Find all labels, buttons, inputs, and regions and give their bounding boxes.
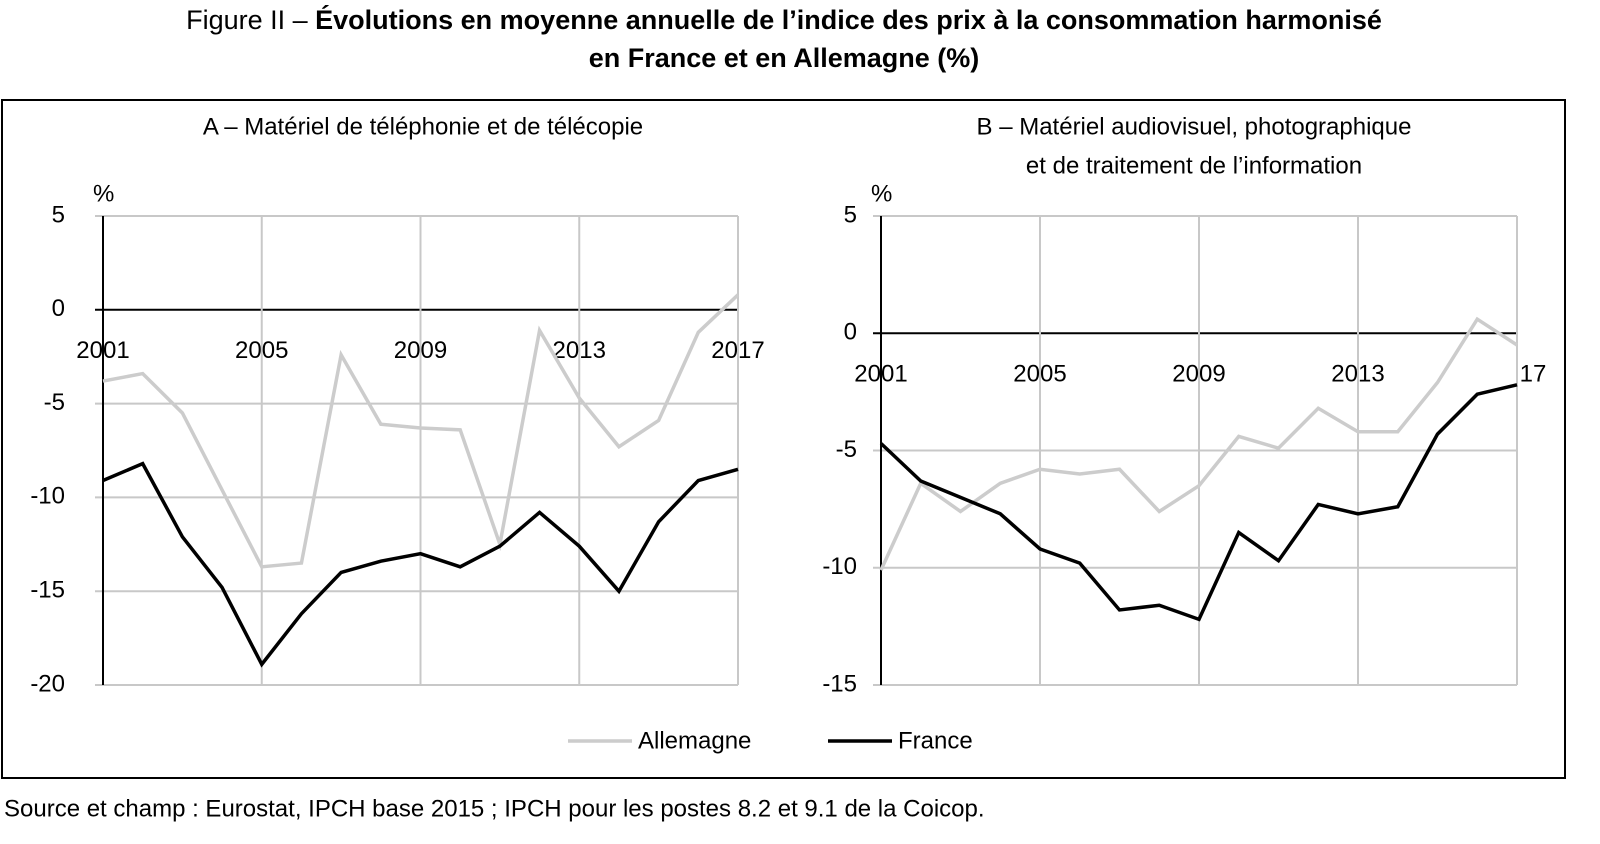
y-tick-label: 0 xyxy=(52,295,65,322)
y-tick-label: 5 xyxy=(844,201,857,228)
title-line: Évolutions en moyenne annuelle de l’indi… xyxy=(315,4,1382,35)
figure-title: Figure II – Évolutions en moyenne annuel… xyxy=(186,4,1382,35)
x-tick-label: 2005 xyxy=(1013,361,1066,388)
frame xyxy=(1,99,1566,779)
y-tick-label: -20 xyxy=(30,670,65,697)
x-tick-label: 2013 xyxy=(1331,361,1384,388)
y-tick-label: -5 xyxy=(44,389,65,416)
y-tick-label: 0 xyxy=(844,319,857,346)
panel-title: et de traitement de l’information xyxy=(1026,152,1362,179)
legend-label: Allemagne xyxy=(638,727,751,754)
x-tick-label: 2017 xyxy=(711,337,764,364)
x-tick-label: 2005 xyxy=(235,337,288,364)
x-tick-label: 2013 xyxy=(553,337,606,364)
x-tick-label: 2009 xyxy=(394,337,447,364)
panel-title: B – Matériel audiovisuel, photographique xyxy=(977,113,1412,140)
title-line: en France et en Allemagne (%) xyxy=(589,43,980,73)
series-line: France xyxy=(879,383,1518,622)
y-tick-label: -5 xyxy=(836,436,857,463)
y-tick-label: -15 xyxy=(30,577,65,604)
series-line: France xyxy=(102,461,739,668)
series-line: Allemagne xyxy=(102,293,740,569)
series-line: Allemagne xyxy=(879,316,1518,571)
title-prefix: Figure II – xyxy=(186,5,308,35)
x-tick-label: 2009 xyxy=(1172,361,1225,388)
y-unit: % xyxy=(871,180,892,207)
legend-label: France xyxy=(898,727,973,754)
y-tick-label: -10 xyxy=(822,553,857,580)
x-tick-label: 17 xyxy=(1520,361,1547,388)
panel-title: A – Matériel de téléphonie et de télécop… xyxy=(203,113,643,140)
y-tick-label: 5 xyxy=(52,201,65,228)
y-unit: % xyxy=(93,180,114,207)
y-tick-label: -15 xyxy=(822,670,857,697)
source: Source et champ : Eurostat, IPCH base 20… xyxy=(4,795,985,822)
y-tick-label: -10 xyxy=(30,483,65,510)
